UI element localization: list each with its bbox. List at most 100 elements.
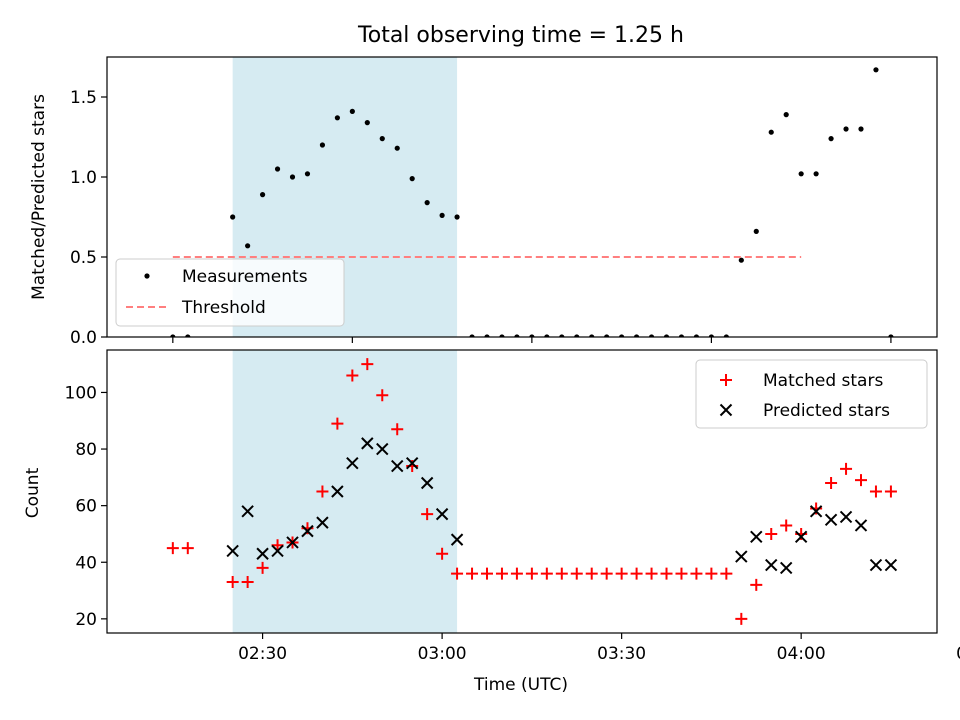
- measurement-point: [828, 136, 834, 142]
- x-tick-label: 02:30: [238, 644, 287, 664]
- y-tick-label: 1.5: [70, 88, 97, 108]
- measurement-point: [723, 334, 729, 337]
- measurement-point: [544, 334, 550, 337]
- x-tick-label: 03:30: [597, 644, 646, 664]
- x-tick-label: 03:00: [418, 644, 467, 664]
- measurement-point: [274, 166, 281, 172]
- measurement-point: [798, 171, 804, 177]
- predicted-star-point: [420, 476, 434, 490]
- matched-star-point: [735, 612, 748, 625]
- x-tick-label: 04:00: [777, 644, 826, 664]
- axes-frame: [106, 349, 938, 634]
- legend-predicted-marker: [719, 403, 733, 417]
- matched-star-point: [780, 519, 793, 532]
- matched-star-point: [585, 567, 598, 580]
- measurement-point: [499, 334, 505, 337]
- predicted-star-point: [794, 530, 808, 543]
- measurement-point: [783, 112, 789, 118]
- legend-measurements-marker: [144, 273, 150, 279]
- predicted-star-point: [226, 544, 239, 558]
- measurement-point: [349, 108, 355, 114]
- predicted-star-point: [735, 550, 748, 563]
- predicted-star-point: [391, 459, 404, 473]
- top-chart-title: Total observing time = 1.25 h: [357, 23, 684, 48]
- measurement-point: [245, 243, 251, 249]
- matched-star-point: [346, 369, 359, 382]
- measurement-point: [484, 334, 490, 337]
- matched-star-point: [361, 358, 374, 371]
- predicted-star-point: [376, 442, 389, 456]
- top-y-axis-label: Matched/Predicted stars: [29, 94, 49, 300]
- x-tick-label: 04:30: [956, 644, 960, 664]
- predicted-star-point: [331, 485, 344, 498]
- series-matched-stars: [166, 358, 897, 625]
- legend-box: [695, 359, 928, 429]
- predicted-star-point: [809, 505, 823, 518]
- measurement-point: [858, 126, 864, 132]
- top-panel: 0.0 0.5 1.0 1.5 Measurements Threshold: [70, 56, 938, 348]
- measurement-point: [633, 334, 640, 337]
- plot-area: [166, 358, 898, 625]
- legend-threshold-label: Threshold: [181, 298, 266, 318]
- measurement-point: [394, 145, 400, 151]
- measurement-point: [439, 212, 445, 218]
- matched-star-point: [466, 567, 479, 580]
- matched-star-point: [645, 567, 658, 580]
- matched-star-point: [660, 567, 673, 580]
- matched-star-point: [825, 477, 838, 490]
- matched-star-point: [391, 423, 404, 436]
- measurement-point: [693, 334, 700, 337]
- measurement-point: [454, 214, 460, 220]
- matched-star-point: [765, 527, 778, 540]
- measurement-point: [559, 334, 565, 337]
- y-tick-label: 60: [75, 497, 97, 517]
- measurement-point: [619, 334, 625, 337]
- y-tick-label: 0.5: [70, 248, 97, 268]
- legend-matched-marker: [720, 374, 732, 386]
- matched-star-point: [615, 567, 628, 580]
- legend-predicted-label: Predicted stars: [763, 401, 890, 421]
- measurement-point: [589, 334, 595, 337]
- bottom-y-axis-label: Count: [23, 467, 43, 518]
- matched-star-point: [570, 567, 583, 580]
- matched-star-point: [600, 567, 613, 580]
- matched-star-point: [675, 567, 688, 580]
- x-axis-label: Time (UTC): [473, 675, 568, 695]
- predicted-star-point: [271, 544, 284, 558]
- measurement-point: [843, 126, 849, 132]
- predicted-star-point: [779, 561, 793, 575]
- matched-star-point: [705, 567, 718, 580]
- measurement-point: [873, 67, 879, 73]
- y-tick-label: 1.0: [70, 168, 97, 188]
- predicted-star-point: [869, 558, 883, 572]
- matched-star-point: [181, 542, 194, 555]
- series-measurements: [170, 67, 894, 337]
- series-predicted-stars: [226, 437, 898, 575]
- matched-star-point: [525, 567, 538, 580]
- matched-star-point: [421, 508, 434, 521]
- predicted-star-point: [316, 516, 329, 529]
- matched-star-point: [840, 462, 853, 475]
- measurement-point: [529, 334, 535, 337]
- predicted-star-point: [346, 456, 359, 470]
- matched-star-point: [555, 567, 568, 580]
- measurement-point: [663, 334, 670, 337]
- axes-frame: [106, 56, 938, 338]
- measurement-point: [708, 334, 714, 337]
- predicted-star-point: [241, 505, 254, 518]
- measurement-point: [364, 120, 370, 126]
- predicted-star-point: [765, 558, 778, 572]
- predicted-star-point: [450, 533, 464, 546]
- legend-matched-label: Matched stars: [763, 371, 883, 391]
- y-tick-label: 80: [75, 440, 97, 460]
- predicted-star-point: [750, 530, 763, 543]
- plot-area: [170, 67, 894, 337]
- measurement-point: [170, 334, 176, 337]
- matched-star-point: [750, 578, 763, 591]
- predicted-star-point: [301, 524, 314, 538]
- legend-box: [115, 258, 345, 327]
- matched-star-point: [495, 567, 508, 580]
- top-legend: Measurements Threshold: [115, 258, 345, 327]
- measurement-point: [678, 334, 685, 337]
